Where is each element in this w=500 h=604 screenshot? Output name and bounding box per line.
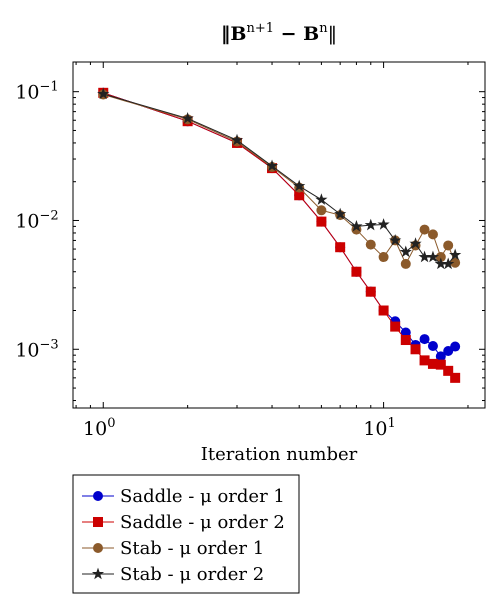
series-3-point xyxy=(419,224,430,235)
legend-label: Stab - μ order 2 xyxy=(120,564,264,585)
y-tick-label: 10−3 xyxy=(15,337,58,361)
legend-marker xyxy=(91,567,105,580)
plot-area-frame xyxy=(72,61,486,409)
legend-box xyxy=(72,474,300,594)
series-4-point xyxy=(449,248,462,261)
x-tick-label: 100 xyxy=(83,416,115,440)
series-3-point xyxy=(427,229,438,240)
series-4-point xyxy=(334,207,347,220)
series-4-point xyxy=(426,250,440,263)
series-3-point xyxy=(378,252,389,263)
series-3-point xyxy=(443,240,454,251)
series-4-point xyxy=(181,112,194,124)
series-4-point xyxy=(418,250,431,263)
series-layer xyxy=(97,87,462,383)
series-4-point xyxy=(315,193,328,205)
series-1-point xyxy=(450,341,461,352)
series-1-point xyxy=(427,341,438,352)
series-2-point xyxy=(400,335,411,346)
series-1-line xyxy=(103,92,456,358)
series-4-point xyxy=(377,218,390,230)
series-4-point xyxy=(293,179,306,192)
legend-marker xyxy=(93,491,103,501)
series-2-point xyxy=(435,359,446,370)
legend: Saddle - μ order 1 Saddle - μ order 2 Stab… xyxy=(72,474,300,594)
series-2-point xyxy=(427,358,438,369)
series-3-point xyxy=(400,258,411,269)
series-2-point xyxy=(294,190,305,201)
series-4-line xyxy=(103,93,456,265)
x-axis-label: Iteration number xyxy=(201,444,358,465)
series-4-point xyxy=(389,234,402,246)
legend-entry-3: Stab - μ order 1 xyxy=(82,538,264,559)
legend-entry-4: Stab - μ order 2 xyxy=(82,564,264,585)
y-tick-label: 10−1 xyxy=(15,80,58,104)
series-2 xyxy=(98,87,461,383)
series-3-point xyxy=(435,252,446,263)
series-3 xyxy=(98,89,461,269)
chart-title-text: ‖Bn+1 − Bn‖ xyxy=(221,21,337,45)
series-4-point xyxy=(409,237,422,249)
series-2-point xyxy=(365,286,376,297)
series-1-point xyxy=(419,334,430,345)
axis-ticks: 100 101 10−1 10−2 10−3 xyxy=(15,62,485,440)
legend-entry-1: Saddle - μ order 1 xyxy=(82,486,285,507)
series-1 xyxy=(98,87,461,362)
series-2-point xyxy=(378,305,389,316)
legend-entry-2: Saddle - μ order 2 xyxy=(82,512,285,533)
series-4-point xyxy=(399,245,412,258)
series-3-point xyxy=(316,205,327,216)
series-2-point xyxy=(351,266,362,277)
series-4-point xyxy=(442,257,455,270)
legend-label: Saddle - μ order 1 xyxy=(120,486,285,507)
legend-label: Stab - μ order 1 xyxy=(120,538,264,559)
series-2-point xyxy=(335,242,346,253)
series-1-point xyxy=(435,351,446,362)
legend-marker xyxy=(93,517,103,527)
series-3-point xyxy=(365,239,376,250)
series-2-point xyxy=(443,365,454,376)
series-2-point xyxy=(450,372,461,383)
x-tick-label: 101 xyxy=(363,416,395,440)
legend-marker xyxy=(93,543,103,553)
series-4-point xyxy=(364,218,377,231)
series-2-point xyxy=(390,321,401,332)
series-4-point xyxy=(97,87,110,100)
series-4-point xyxy=(350,219,363,232)
series-3-line xyxy=(103,94,456,266)
series-4-point xyxy=(230,133,244,146)
series-3-point xyxy=(450,257,461,268)
chart-title: ‖Bn+1 − Bn‖ xyxy=(221,21,337,45)
series-2-point xyxy=(419,355,430,366)
series-1-point xyxy=(400,327,411,338)
legend-label: Saddle - μ order 2 xyxy=(120,512,285,533)
series-4-point xyxy=(265,159,279,172)
series-4 xyxy=(97,87,462,270)
y-tick-label: 10−2 xyxy=(15,208,58,232)
series-2-point xyxy=(410,344,421,355)
series-2-point xyxy=(316,216,327,227)
